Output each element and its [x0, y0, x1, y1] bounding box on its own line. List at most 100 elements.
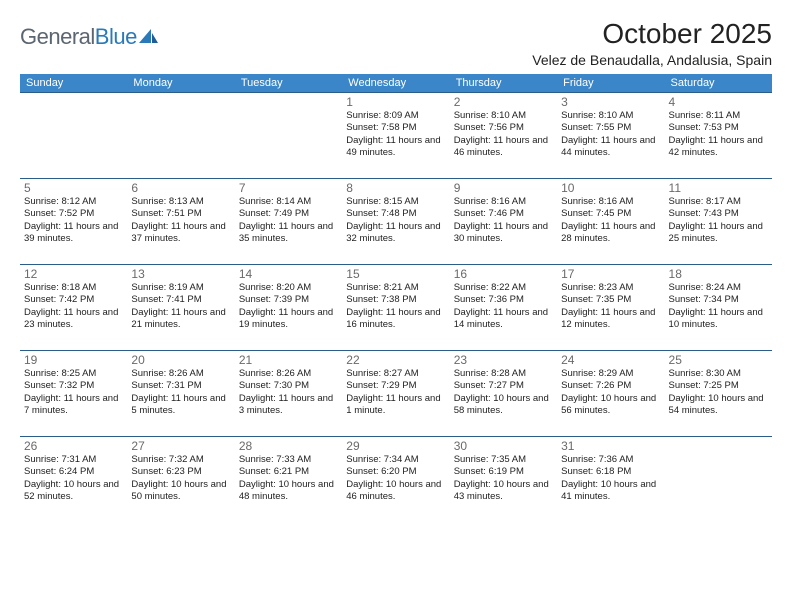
day-info: Sunrise: 8:12 AMSunset: 7:52 PMDaylight:…: [24, 196, 123, 245]
calendar-cell: 6Sunrise: 8:13 AMSunset: 7:51 PMDaylight…: [127, 179, 234, 265]
calendar-cell: 12Sunrise: 8:18 AMSunset: 7:42 PMDayligh…: [20, 265, 127, 351]
day-number: 12: [24, 267, 123, 281]
sail-icon: [139, 29, 159, 45]
day-info: Sunrise: 8:10 AMSunset: 7:56 PMDaylight:…: [454, 110, 553, 159]
day-number: 13: [131, 267, 230, 281]
day-number: 20: [131, 353, 230, 367]
day-number: 4: [669, 95, 768, 109]
calendar-cell: 8Sunrise: 8:15 AMSunset: 7:48 PMDaylight…: [342, 179, 449, 265]
calendar-cell: 25Sunrise: 8:30 AMSunset: 7:25 PMDayligh…: [665, 351, 772, 437]
calendar-cell: 28Sunrise: 7:33 AMSunset: 6:21 PMDayligh…: [235, 437, 342, 523]
day-number: 19: [24, 353, 123, 367]
day-number: 18: [669, 267, 768, 281]
calendar-body: 1Sunrise: 8:09 AMSunset: 7:58 PMDaylight…: [20, 93, 772, 523]
day-header: Saturday: [665, 74, 772, 93]
day-info: Sunrise: 8:24 AMSunset: 7:34 PMDaylight:…: [669, 282, 768, 331]
calendar-cell-empty: [235, 93, 342, 179]
calendar-cell: 9Sunrise: 8:16 AMSunset: 7:46 PMDaylight…: [450, 179, 557, 265]
day-number: 9: [454, 181, 553, 195]
day-number: 2: [454, 95, 553, 109]
calendar-cell: 15Sunrise: 8:21 AMSunset: 7:38 PMDayligh…: [342, 265, 449, 351]
day-info: Sunrise: 8:28 AMSunset: 7:27 PMDaylight:…: [454, 368, 553, 417]
day-number: 24: [561, 353, 660, 367]
location: Velez de Benaudalla, Andalusia, Spain: [532, 52, 772, 68]
day-info: Sunrise: 8:16 AMSunset: 7:46 PMDaylight:…: [454, 196, 553, 245]
day-info: Sunrise: 8:26 AMSunset: 7:31 PMDaylight:…: [131, 368, 230, 417]
logo-text: GeneralBlue: [20, 24, 137, 50]
day-header: Monday: [127, 74, 234, 93]
calendar-row: 12Sunrise: 8:18 AMSunset: 7:42 PMDayligh…: [20, 265, 772, 351]
day-number: 30: [454, 439, 553, 453]
day-info: Sunrise: 8:15 AMSunset: 7:48 PMDaylight:…: [346, 196, 445, 245]
calendar-cell: 23Sunrise: 8:28 AMSunset: 7:27 PMDayligh…: [450, 351, 557, 437]
day-info: Sunrise: 7:36 AMSunset: 6:18 PMDaylight:…: [561, 454, 660, 503]
day-number: 8: [346, 181, 445, 195]
calendar-cell: 29Sunrise: 7:34 AMSunset: 6:20 PMDayligh…: [342, 437, 449, 523]
page-header: GeneralBlue October 2025 Velez de Benaud…: [20, 18, 772, 70]
logo-word-1: General: [20, 24, 95, 49]
day-number: 10: [561, 181, 660, 195]
day-info: Sunrise: 8:21 AMSunset: 7:38 PMDaylight:…: [346, 282, 445, 331]
calendar-cell: 3Sunrise: 8:10 AMSunset: 7:55 PMDaylight…: [557, 93, 664, 179]
day-info: Sunrise: 8:18 AMSunset: 7:42 PMDaylight:…: [24, 282, 123, 331]
day-number: 3: [561, 95, 660, 109]
day-number: 26: [24, 439, 123, 453]
calendar-cell-empty: [665, 437, 772, 523]
day-info: Sunrise: 8:25 AMSunset: 7:32 PMDaylight:…: [24, 368, 123, 417]
day-number: 21: [239, 353, 338, 367]
day-number: 29: [346, 439, 445, 453]
day-number: 28: [239, 439, 338, 453]
day-info: Sunrise: 8:16 AMSunset: 7:45 PMDaylight:…: [561, 196, 660, 245]
day-number: 31: [561, 439, 660, 453]
calendar-cell: 17Sunrise: 8:23 AMSunset: 7:35 PMDayligh…: [557, 265, 664, 351]
calendar-row: 26Sunrise: 7:31 AMSunset: 6:24 PMDayligh…: [20, 437, 772, 523]
day-number: 27: [131, 439, 230, 453]
day-number: 14: [239, 267, 338, 281]
day-header-row: SundayMondayTuesdayWednesdayThursdayFrid…: [20, 74, 772, 93]
day-info: Sunrise: 8:29 AMSunset: 7:26 PMDaylight:…: [561, 368, 660, 417]
calendar-cell: 19Sunrise: 8:25 AMSunset: 7:32 PMDayligh…: [20, 351, 127, 437]
calendar-cell: 31Sunrise: 7:36 AMSunset: 6:18 PMDayligh…: [557, 437, 664, 523]
day-number: 23: [454, 353, 553, 367]
calendar-cell: 10Sunrise: 8:16 AMSunset: 7:45 PMDayligh…: [557, 179, 664, 265]
calendar-row: 5Sunrise: 8:12 AMSunset: 7:52 PMDaylight…: [20, 179, 772, 265]
calendar-cell: 30Sunrise: 7:35 AMSunset: 6:19 PMDayligh…: [450, 437, 557, 523]
day-info: Sunrise: 7:31 AMSunset: 6:24 PMDaylight:…: [24, 454, 123, 503]
day-info: Sunrise: 8:17 AMSunset: 7:43 PMDaylight:…: [669, 196, 768, 245]
calendar-cell: 24Sunrise: 8:29 AMSunset: 7:26 PMDayligh…: [557, 351, 664, 437]
calendar-row: 1Sunrise: 8:09 AMSunset: 7:58 PMDaylight…: [20, 93, 772, 179]
day-number: 22: [346, 353, 445, 367]
calendar-cell: 22Sunrise: 8:27 AMSunset: 7:29 PMDayligh…: [342, 351, 449, 437]
day-info: Sunrise: 7:32 AMSunset: 6:23 PMDaylight:…: [131, 454, 230, 503]
calendar-cell-empty: [20, 93, 127, 179]
calendar-cell-empty: [127, 93, 234, 179]
day-info: Sunrise: 8:23 AMSunset: 7:35 PMDaylight:…: [561, 282, 660, 331]
day-info: Sunrise: 8:27 AMSunset: 7:29 PMDaylight:…: [346, 368, 445, 417]
day-header: Friday: [557, 74, 664, 93]
day-number: 16: [454, 267, 553, 281]
day-number: 6: [131, 181, 230, 195]
day-info: Sunrise: 8:22 AMSunset: 7:36 PMDaylight:…: [454, 282, 553, 331]
calendar-cell: 18Sunrise: 8:24 AMSunset: 7:34 PMDayligh…: [665, 265, 772, 351]
calendar-cell: 1Sunrise: 8:09 AMSunset: 7:58 PMDaylight…: [342, 93, 449, 179]
day-info: Sunrise: 8:26 AMSunset: 7:30 PMDaylight:…: [239, 368, 338, 417]
calendar-row: 19Sunrise: 8:25 AMSunset: 7:32 PMDayligh…: [20, 351, 772, 437]
day-number: 15: [346, 267, 445, 281]
day-info: Sunrise: 7:34 AMSunset: 6:20 PMDaylight:…: [346, 454, 445, 503]
day-info: Sunrise: 8:20 AMSunset: 7:39 PMDaylight:…: [239, 282, 338, 331]
calendar-cell: 7Sunrise: 8:14 AMSunset: 7:49 PMDaylight…: [235, 179, 342, 265]
calendar-cell: 4Sunrise: 8:11 AMSunset: 7:53 PMDaylight…: [665, 93, 772, 179]
day-info: Sunrise: 8:30 AMSunset: 7:25 PMDaylight:…: [669, 368, 768, 417]
day-number: 17: [561, 267, 660, 281]
day-info: Sunrise: 8:19 AMSunset: 7:41 PMDaylight:…: [131, 282, 230, 331]
calendar-cell: 20Sunrise: 8:26 AMSunset: 7:31 PMDayligh…: [127, 351, 234, 437]
calendar-cell: 14Sunrise: 8:20 AMSunset: 7:39 PMDayligh…: [235, 265, 342, 351]
day-header: Sunday: [20, 74, 127, 93]
day-info: Sunrise: 8:09 AMSunset: 7:58 PMDaylight:…: [346, 110, 445, 159]
calendar-cell: 2Sunrise: 8:10 AMSunset: 7:56 PMDaylight…: [450, 93, 557, 179]
calendar-cell: 27Sunrise: 7:32 AMSunset: 6:23 PMDayligh…: [127, 437, 234, 523]
day-header: Wednesday: [342, 74, 449, 93]
calendar-cell: 11Sunrise: 8:17 AMSunset: 7:43 PMDayligh…: [665, 179, 772, 265]
calendar-table: SundayMondayTuesdayWednesdayThursdayFrid…: [20, 74, 772, 523]
day-info: Sunrise: 8:11 AMSunset: 7:53 PMDaylight:…: [669, 110, 768, 159]
